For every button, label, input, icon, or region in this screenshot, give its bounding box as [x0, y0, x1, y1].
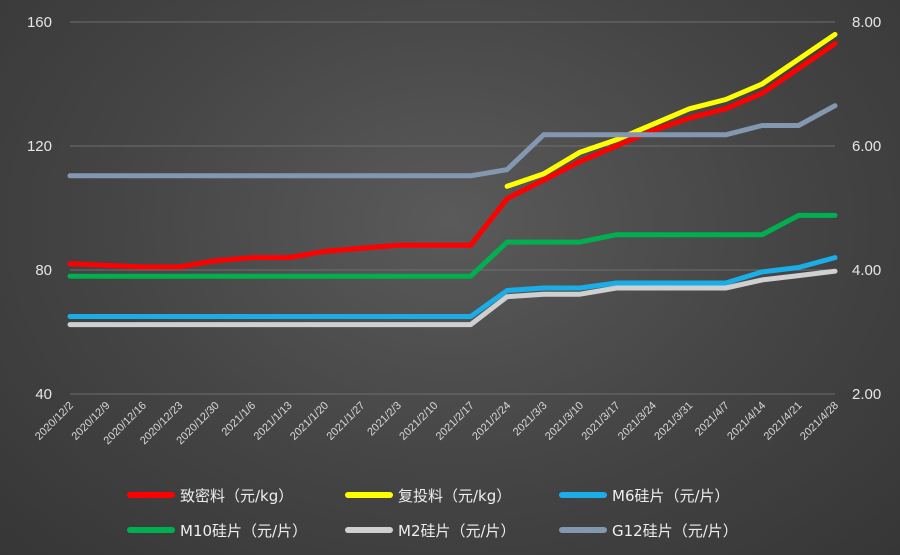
x-tick-label: 2021/2/24 [470, 400, 513, 443]
x-tick-label: 2020/12/2 [33, 400, 76, 443]
legend-label: 复投料（元/kg） [398, 487, 511, 505]
left-y-tick-label: 160 [27, 14, 52, 31]
left-y-tick-label: 80 [35, 262, 52, 279]
legend: 致密料（元/kg） 复投料（元/kg） M6硅片（元/片） M10硅片（元/片） M2硅… [127, 487, 738, 540]
legend-label: M2硅片（元/片） [398, 522, 516, 540]
right-y-tick-label: 8.00 [852, 14, 881, 31]
x-tick-label: 2021/4/28 [798, 400, 841, 443]
legend-label: M6硅片（元/片） [612, 487, 730, 505]
right-y-tick-label: 6.00 [852, 138, 881, 155]
series-line-1 [504, 31, 838, 189]
x-tick-label: 2021/1/13 [252, 400, 295, 443]
x-tick-label: 2021/3/24 [616, 400, 659, 443]
x-tick-label: 2021/1/20 [288, 400, 331, 443]
left-y-tick-label: 120 [27, 138, 52, 155]
legend-label: M10硅片（元/片） [180, 522, 307, 540]
x-tick-label: 2021/1/27 [324, 400, 367, 443]
x-tick-label: 2021/4/14 [725, 400, 768, 443]
legend-label: 致密料（元/kg） [180, 487, 293, 505]
right-y-tick-label: 4.00 [852, 262, 881, 279]
x-axis: 2020/12/22020/12/92020/12/162020/12/2320… [33, 400, 841, 447]
right-y-axis: 2.00 4.00 6.00 8.00 [852, 14, 881, 403]
x-tick-label: 2021/2/10 [397, 400, 440, 443]
legend-label: G12硅片（元/片） [612, 522, 738, 540]
x-tick-label: 2021/3/10 [543, 400, 586, 443]
x-tick-label: 2021/4/21 [762, 400, 805, 443]
x-tick-label: 2021/2/17 [434, 400, 477, 443]
series-line-5 [67, 103, 838, 179]
series-lines [67, 31, 838, 328]
series-line-3 [67, 212, 838, 279]
series-line-0 [67, 41, 838, 270]
series-line-2 [67, 255, 838, 319]
grid-lines [70, 21, 835, 395]
x-tick-label: 2021/3/31 [652, 400, 695, 443]
right-y-tick-label: 2.00 [852, 386, 881, 403]
x-tick-label: 2021/3/17 [579, 400, 622, 443]
series-line-4 [67, 268, 838, 328]
left-y-axis: 40 80 120 160 [27, 14, 52, 403]
left-y-tick-label: 40 [35, 386, 52, 403]
